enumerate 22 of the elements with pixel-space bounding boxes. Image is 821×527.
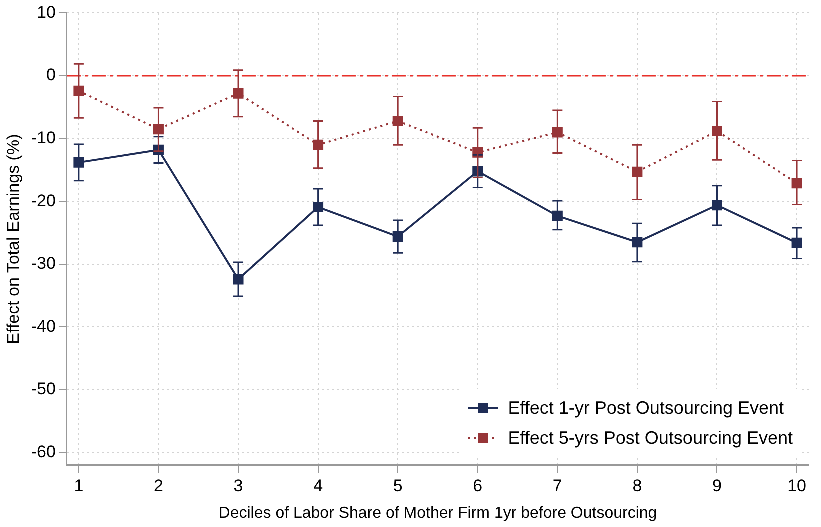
y-tick-label: 0 [46, 66, 56, 85]
y-tick-label: -60 [31, 442, 56, 462]
x-tick-label: 3 [234, 476, 244, 496]
x-tick-label: 10 [788, 476, 806, 496]
x-tick-label: 1 [74, 476, 84, 496]
y-tick-label: 10 [37, 2, 56, 22]
legend-label: Effect 1-yr Post Outsourcing Event [508, 397, 784, 420]
x-tick-label: 2 [154, 476, 164, 496]
x-tick-label: 5 [393, 476, 403, 496]
y-axis-title: Effect on Total Earnings (%) [4, 134, 23, 344]
y-tick-label: -10 [31, 128, 56, 148]
y-tick-label: -50 [31, 380, 56, 399]
y-tick-label: -30 [31, 254, 56, 274]
y-tick-label: -20 [31, 191, 56, 210]
y-tick-label: -40 [31, 316, 56, 336]
x-tick-label: 6 [473, 476, 483, 496]
x-tick-label: 9 [712, 476, 722, 496]
x-tick-label: 7 [552, 476, 562, 496]
x-tick-label: 8 [632, 476, 642, 496]
x-tick-label: 4 [314, 476, 324, 496]
legend-label: Effect 5-yrs Post Outsourcing Event [508, 427, 793, 450]
x-axis-title: Deciles of Labor Share of Mother Firm 1yr before Outsourcing [218, 504, 658, 522]
